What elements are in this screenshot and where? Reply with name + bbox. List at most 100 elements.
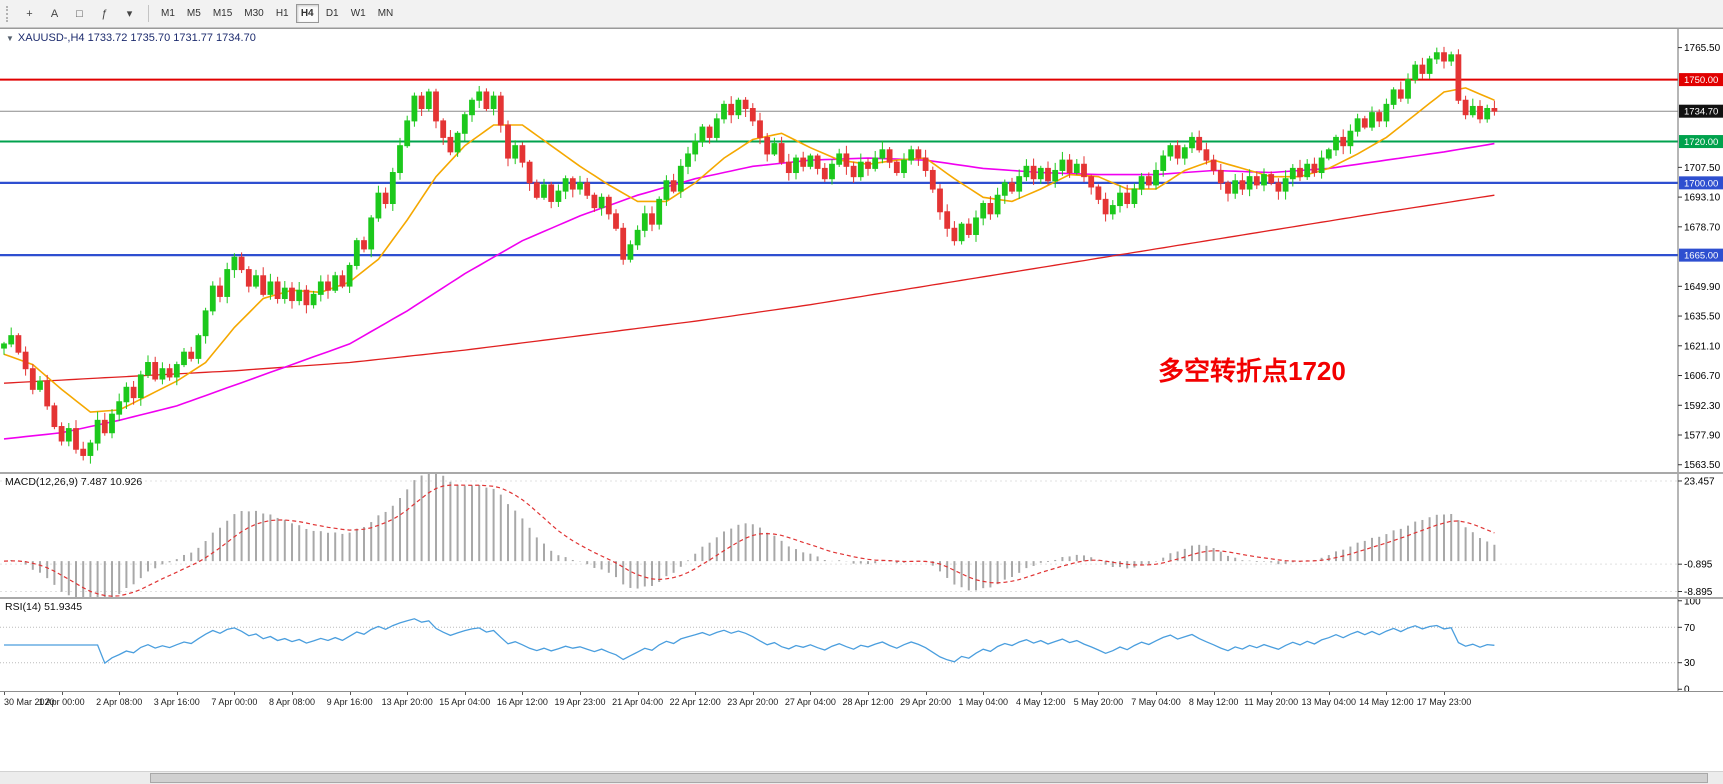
time-tick [234,692,236,695]
time-axis-label: 16 Apr 12:00 [496,697,548,707]
toolbar: + A □ ƒ ▾ M1 M5 M15 M30 H1 H4 D1 W1 MN [0,0,1723,28]
time-tick [61,692,63,695]
time-axis-label: 8 May 12:00 [1188,697,1239,707]
time-axis-label: 17 May 23:00 [1416,697,1472,707]
price-tick-label: 1693.10 [1684,193,1721,204]
time-axis-label: 7 Apr 00:00 [211,697,258,707]
scrollbar-thumb[interactable] [150,773,1708,783]
svg-text:1665.00: 1665.00 [1684,251,1718,262]
symbol-ohlc-line: ▼ XAUUSD-,H4 1733.72 1735.70 1731.77 173… [6,32,256,44]
time-tick [983,692,985,695]
time-axis-label: 23 Apr 20:00 [727,697,779,707]
time-axis-label: 2 Apr 08:00 [96,697,143,707]
time-tick [1386,692,1388,695]
toolbar-grip[interactable] [6,5,11,22]
time-axis-label: 22 Apr 12:00 [669,697,721,707]
time-axis-label: 3 Apr 16:00 [153,697,200,707]
text-tool-icon[interactable]: A [50,7,59,20]
price-tick-label: 1563.50 [1684,460,1721,471]
time-tick [522,692,524,695]
symbol-dropdown-icon[interactable]: ▼ [6,33,14,43]
timeframe-button-h4[interactable]: H4 [295,4,319,23]
time-tick [1098,692,1100,695]
price-tick-label: 1621.10 [1684,341,1721,352]
time-tick [464,692,466,695]
rsi-tick-label: 100 [1684,599,1701,607]
time-tick [925,692,927,695]
timeframe-button-h1[interactable]: H1 [275,8,289,19]
time-axis-label: 13 Apr 20:00 [381,697,433,707]
macd-panel: MACD(12,26,9) 7.487 10.926 23.457 -0.895 -… [0,474,1723,597]
ma-mid-line [3,142,1495,440]
time-axis-label: 15 Apr 04:00 [439,697,491,707]
symbol-ohlc-text: XAUUSD-,H4 1733.72 1735.70 1731.77 1734.… [17,32,256,44]
price-tick-label: 1678.70 [1684,222,1721,233]
time-axis[interactable]: 30 Mar 2020 1 Apr 00:00 2 Apr 08:00 3 Apr 1… [0,691,1723,711]
rsi-tick-label: 70 [1684,623,1696,634]
time-tick [119,692,121,695]
time-tick [1271,692,1273,695]
timeframe-button-w1[interactable]: W1 [350,8,366,19]
price-tick-label: 1765.50 [1684,43,1721,54]
indicators-icon[interactable]: ƒ [101,7,108,20]
timeframe-button-d1[interactable]: D1 [325,8,339,19]
time-axis-label: 19 Apr 23:00 [554,697,606,707]
macd-tick-label: 23.457 [1684,476,1715,487]
time-axis-label: 11 May 20:00 [1244,697,1299,707]
timeframe-button-mn[interactable]: MN [377,8,394,19]
candlestick-chart[interactable]: 1765.50 1707.50 1693.10 1678.70 1649.90 1635.… [0,29,1723,472]
horizontal-scrollbar[interactable] [0,771,1723,784]
panel-splitter[interactable] [0,597,1723,599]
bottom-strip [0,711,1723,784]
macd-chart[interactable]: 23.457 -0.895 -8.895 [0,474,1723,597]
time-axis-label: 1 May 04:00 [958,697,1008,707]
ma-slow-line [3,194,1495,384]
price-tick-label: 1707.50 [1684,163,1721,174]
price-tick-label: 1577.90 [1684,431,1721,442]
time-axis-label: 1 Apr 00:00 [38,697,85,707]
time-tick [407,692,409,695]
price-tick-label: 1649.90 [1684,282,1721,293]
panel-splitter[interactable] [0,472,1723,474]
indicator-dropdown-icon[interactable]: ▾ [126,8,133,20]
rsi-line [4,618,1495,665]
timeframe-button-m5[interactable]: M5 [186,8,201,19]
time-axis-label: 29 Apr 20:00 [900,697,952,707]
time-axis-label: 5 May 20:00 [1073,697,1124,707]
timeframe-button-m15[interactable]: M15 [212,8,233,19]
timeframe-group: M1 M5 M15 M30 H1 H4 D1 W1 MN [155,4,399,23]
timeframe-button-m30[interactable]: M30 [244,8,264,19]
time-tick [1444,692,1445,695]
main-chart-panel: ▼ XAUUSD-,H4 1733.72 1735.70 1731.77 173… [0,28,1723,472]
time-tick [292,692,293,695]
crosshair-icon[interactable]: + [26,7,33,20]
timeframe-button-m1[interactable]: M1 [161,8,175,19]
svg-text:1734.70: 1734.70 [1684,107,1718,118]
time-tick [810,692,812,695]
time-axis-label: 30 Mar 2020 [4,697,55,707]
time-axis-label: 27 Apr 04:00 [784,697,836,707]
shapes-icon[interactable]: □ [76,7,83,20]
time-axis-label: 4 May 12:00 [1016,697,1066,707]
rsi-chart[interactable]: 100 70 30 0 [0,599,1723,691]
time-axis-label: 14 May 12:00 [1359,697,1414,707]
time-axis-label: 28 Apr 12:00 [842,697,894,707]
time-tick [1213,692,1215,695]
svg-text:1750.00: 1750.00 [1684,75,1718,86]
ma-fast-line [3,87,1495,413]
time-tick [637,692,639,695]
macd-histogram [10,474,1496,597]
time-tick [349,692,351,695]
time-axis-label: 21 Apr 04:00 [612,697,664,707]
macd-tick-label: -0.895 [1684,560,1713,571]
time-axis-label: 9 Apr 16:00 [326,697,373,707]
time-tick [868,692,869,695]
time-tick [4,692,5,695]
time-tick [695,692,697,695]
rsi-label: RSI(14) 51.9345 [5,601,83,613]
time-tick [752,692,754,695]
level-price-label [1679,176,1723,190]
price-tick-label: 1606.70 [1684,371,1721,382]
rsi-tick-label: 30 [1684,658,1696,669]
